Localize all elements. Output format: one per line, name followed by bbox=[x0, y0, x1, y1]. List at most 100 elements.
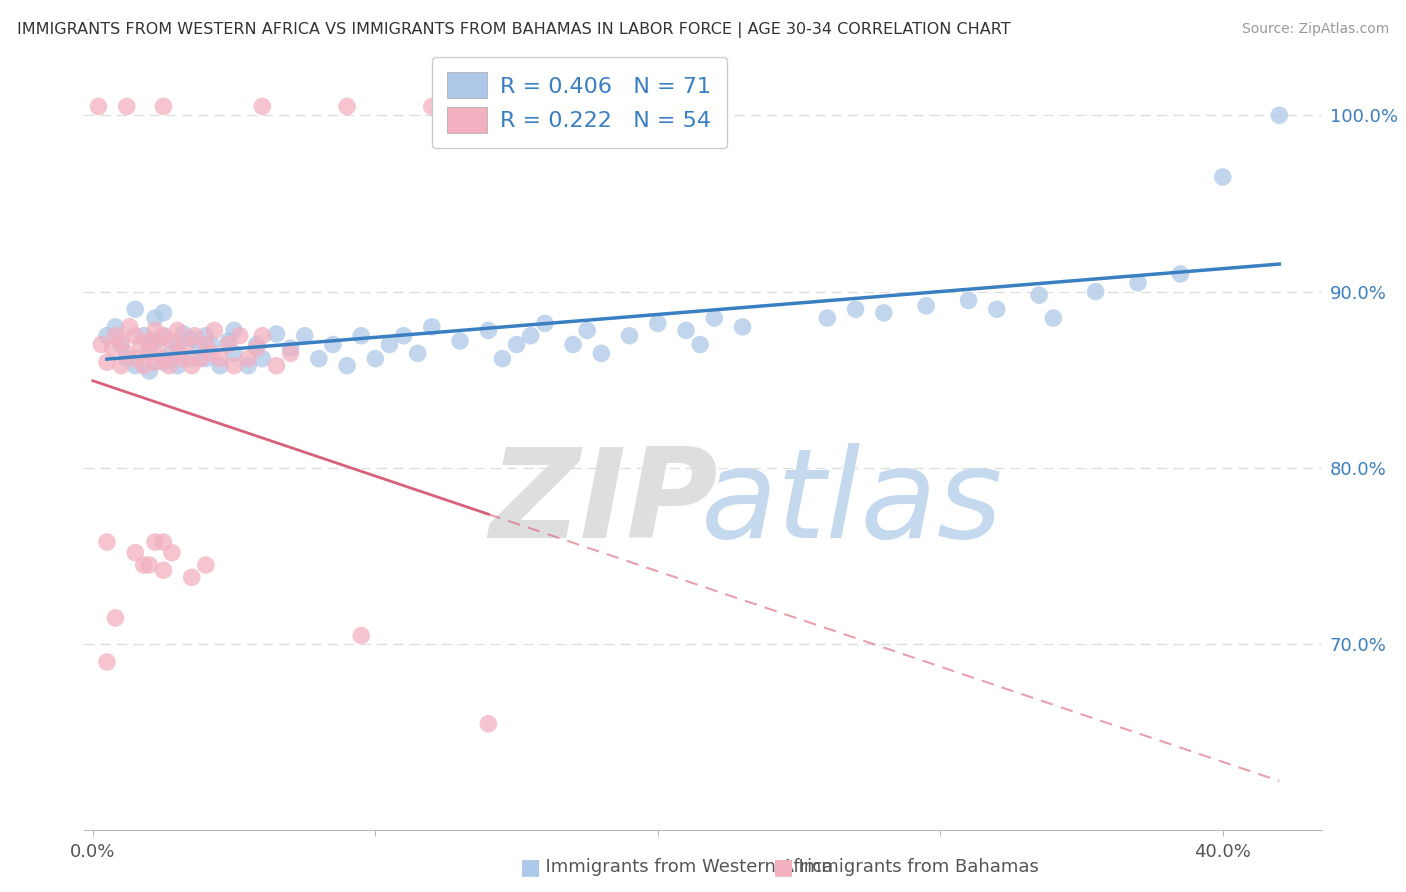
Point bbox=[266, 326, 288, 341]
Point bbox=[172, 351, 194, 366]
Point bbox=[194, 558, 217, 572]
Point bbox=[157, 359, 180, 373]
Point bbox=[172, 326, 194, 341]
Point bbox=[477, 716, 499, 731]
Point bbox=[336, 99, 359, 113]
Point bbox=[166, 346, 188, 360]
Point bbox=[873, 306, 896, 320]
Point bbox=[115, 346, 138, 360]
Point bbox=[266, 359, 288, 373]
Point bbox=[647, 317, 669, 331]
Point bbox=[957, 293, 980, 308]
Point bbox=[420, 99, 443, 113]
Point bbox=[104, 319, 127, 334]
Point bbox=[152, 351, 174, 366]
Point bbox=[591, 346, 613, 360]
Point bbox=[350, 628, 373, 642]
Point bbox=[174, 337, 197, 351]
Point bbox=[815, 311, 838, 326]
Point bbox=[222, 359, 245, 373]
Point bbox=[350, 328, 373, 343]
Point bbox=[208, 351, 231, 366]
Point bbox=[152, 535, 174, 549]
Point bbox=[124, 302, 146, 317]
Point bbox=[200, 346, 222, 360]
Point bbox=[124, 351, 146, 366]
Point bbox=[322, 337, 344, 351]
Point bbox=[138, 558, 160, 572]
Point bbox=[143, 323, 166, 337]
Text: Immigrants from Western Africa: Immigrants from Western Africa bbox=[534, 858, 834, 876]
Point bbox=[115, 99, 138, 113]
Point bbox=[160, 334, 183, 348]
Point bbox=[188, 341, 211, 355]
Point bbox=[96, 328, 118, 343]
Point bbox=[143, 535, 166, 549]
Point bbox=[675, 323, 697, 337]
Point bbox=[160, 546, 183, 560]
Point bbox=[152, 328, 174, 343]
Point bbox=[915, 299, 938, 313]
Point bbox=[238, 351, 260, 366]
Point bbox=[703, 311, 725, 326]
Point bbox=[252, 351, 274, 366]
Point bbox=[138, 341, 160, 355]
Point bbox=[689, 337, 711, 351]
Point bbox=[1084, 285, 1107, 299]
Point bbox=[152, 355, 174, 369]
Point bbox=[364, 351, 387, 366]
Point bbox=[138, 364, 160, 378]
Point bbox=[146, 337, 169, 351]
Legend: R = 0.406   N = 71, R = 0.222   N = 54: R = 0.406 N = 71, R = 0.222 N = 54 bbox=[432, 57, 727, 148]
Point bbox=[132, 328, 155, 343]
Point bbox=[143, 334, 166, 348]
Point bbox=[180, 359, 202, 373]
Point bbox=[1028, 288, 1050, 302]
Point bbox=[87, 99, 110, 113]
Point bbox=[562, 99, 585, 113]
Point bbox=[110, 334, 132, 348]
Point bbox=[152, 563, 174, 577]
Text: Source: ZipAtlas.com: Source: ZipAtlas.com bbox=[1241, 22, 1389, 37]
Point bbox=[1042, 311, 1064, 326]
Point bbox=[217, 334, 239, 348]
Point bbox=[194, 351, 217, 366]
Point bbox=[420, 319, 443, 334]
Point bbox=[280, 341, 302, 355]
Text: ZIP: ZIP bbox=[489, 443, 718, 564]
Point bbox=[449, 334, 471, 348]
Point bbox=[505, 337, 527, 351]
Point bbox=[308, 351, 330, 366]
Point bbox=[1170, 267, 1192, 281]
Point bbox=[246, 337, 269, 351]
Point bbox=[731, 319, 754, 334]
Point bbox=[202, 323, 225, 337]
Point bbox=[1126, 276, 1149, 290]
Point bbox=[229, 328, 252, 343]
Point bbox=[90, 337, 112, 351]
Point bbox=[124, 359, 146, 373]
Point bbox=[180, 570, 202, 584]
Point bbox=[166, 323, 188, 337]
Point bbox=[180, 351, 202, 366]
Point bbox=[252, 99, 274, 113]
Point bbox=[96, 535, 118, 549]
Point bbox=[246, 341, 269, 355]
Text: ■: ■ bbox=[773, 857, 794, 877]
Point bbox=[152, 328, 174, 343]
Point bbox=[200, 337, 222, 351]
Point bbox=[180, 332, 202, 346]
Point bbox=[110, 337, 132, 351]
Point bbox=[138, 346, 160, 360]
Point bbox=[166, 359, 188, 373]
Point bbox=[138, 334, 160, 348]
Point bbox=[143, 311, 166, 326]
Point bbox=[519, 328, 541, 343]
Point bbox=[96, 355, 118, 369]
Text: IMMIGRANTS FROM WESTERN AFRICA VS IMMIGRANTS FROM BAHAMAS IN LABOR FORCE | AGE 3: IMMIGRANTS FROM WESTERN AFRICA VS IMMIGR… bbox=[17, 22, 1011, 38]
Point bbox=[124, 546, 146, 560]
Point bbox=[252, 328, 274, 343]
Point bbox=[143, 355, 166, 369]
Point bbox=[194, 337, 217, 351]
Point bbox=[406, 346, 429, 360]
